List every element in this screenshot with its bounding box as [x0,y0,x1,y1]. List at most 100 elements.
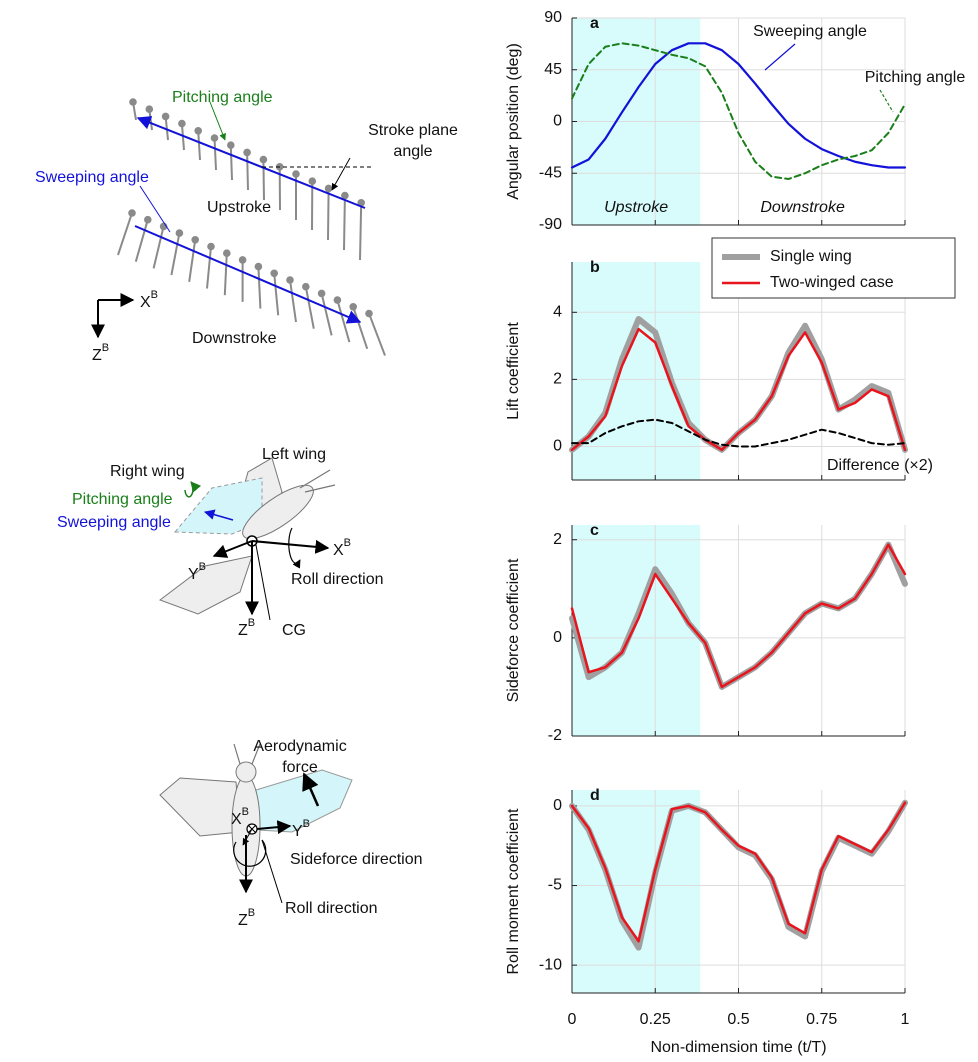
y-tick-label: 0 [553,113,562,130]
sup: B [199,561,206,573]
x-tick-label: 0.25 [640,1011,671,1028]
y-tick-label: -10 [539,956,562,973]
base: X [140,294,151,311]
series-line [570,543,907,689]
y-axis-label: Sideforce coefficient [505,558,522,702]
phase-label: Upstroke [604,199,668,216]
wing-head [308,177,317,185]
stroke-line [164,116,169,141]
wing-head [161,112,170,121]
stroke-line [246,152,249,191]
stroke-line [251,539,330,554]
stroke-line [152,226,165,269]
stroke-line [343,195,346,251]
series-label: Sweeping angle [753,23,867,40]
axis-label: ZB [238,617,255,639]
axis-label: ZB [92,342,109,364]
stroke-line [212,540,253,558]
wing [173,477,263,535]
wing-head [178,119,186,128]
sup: B [344,537,351,549]
wing-head [302,282,310,291]
diagram-shapes [91,98,386,904]
stroke-line [352,306,369,350]
wing-head [191,236,199,244]
y-tick-label: 0 [553,797,562,814]
wing-head [223,249,231,257]
label: angle [393,143,432,160]
x-tick-label: 0.5 [727,1011,749,1028]
label: Sweeping angle [57,514,171,531]
label: Roll direction [285,900,377,917]
stroke-line [262,159,265,201]
wing-head [341,191,349,200]
label: Pitching angle [172,89,273,106]
base: Z [92,347,102,364]
y-tick-label: -2 [548,727,562,744]
stroke-line [134,219,149,262]
series-label: Pitching angle [865,69,966,86]
stroke-line [206,246,212,289]
y-tick-label: 45 [544,61,562,78]
label: Right wing [110,463,185,480]
wing-head [292,170,300,178]
wing-head [144,215,152,224]
stroke-line [327,188,330,241]
legend-label: Single wing [770,248,852,265]
base: Z [238,622,248,639]
x-axis-label: Non-dimension time (t/T) [650,1039,826,1056]
axis-label: XB [140,289,158,311]
base: X [333,542,344,559]
stroke-line [299,469,331,489]
stroke-line [302,772,320,807]
upstroke-shade [572,790,701,993]
wing-head [238,256,247,264]
y-axis-label: Lift coefficient [505,322,522,420]
stroke-line [117,212,133,256]
panel-letter: b [590,259,600,276]
y-tick-label: -45 [539,164,562,181]
wing-head [324,184,333,193]
x-tick-label: 1 [901,1011,910,1028]
label: Left wing [262,446,326,463]
wing-head [254,262,263,271]
sup: B [303,818,310,830]
axis-label: XB [231,806,249,828]
label: Downstroke [192,330,277,347]
label: Roll direction [291,571,383,588]
y-tick-label: 2 [553,531,562,548]
legend-box [711,237,956,299]
base: Y [188,566,199,583]
stroke-line [261,839,283,904]
wing-head [227,141,235,149]
stroke-line [136,116,366,209]
stroke-line [223,253,228,296]
stroke-line [368,313,386,356]
stroke-line [336,299,351,343]
y-tick-label: 0 [553,438,562,455]
stroke-line [289,279,297,323]
upstroke-shade [572,262,701,480]
axis-label: YB [292,818,310,840]
stroke-line [197,130,201,161]
label: force [282,759,318,776]
y-tick-label: -5 [548,877,562,894]
stroke-line [170,232,181,276]
wing-head [243,148,251,157]
body [242,484,314,540]
x-tick-label: 0 [568,1011,577,1028]
charts: -90 -45 0 45 90 Angular position (deg) a Upstro… [505,9,965,1056]
sup: B [248,617,255,629]
label: Sweeping angle [35,169,149,186]
leader [879,89,894,113]
stroke-line [203,509,234,521]
sup: B [248,907,255,919]
stroke-line [251,743,261,765]
stroke-line [139,185,171,233]
stroke-line [213,137,217,171]
series-line [570,42,907,169]
upstroke-shade [572,525,701,736]
stroke-line [242,828,253,846]
base: Y [292,823,303,840]
base: Z [238,912,248,929]
